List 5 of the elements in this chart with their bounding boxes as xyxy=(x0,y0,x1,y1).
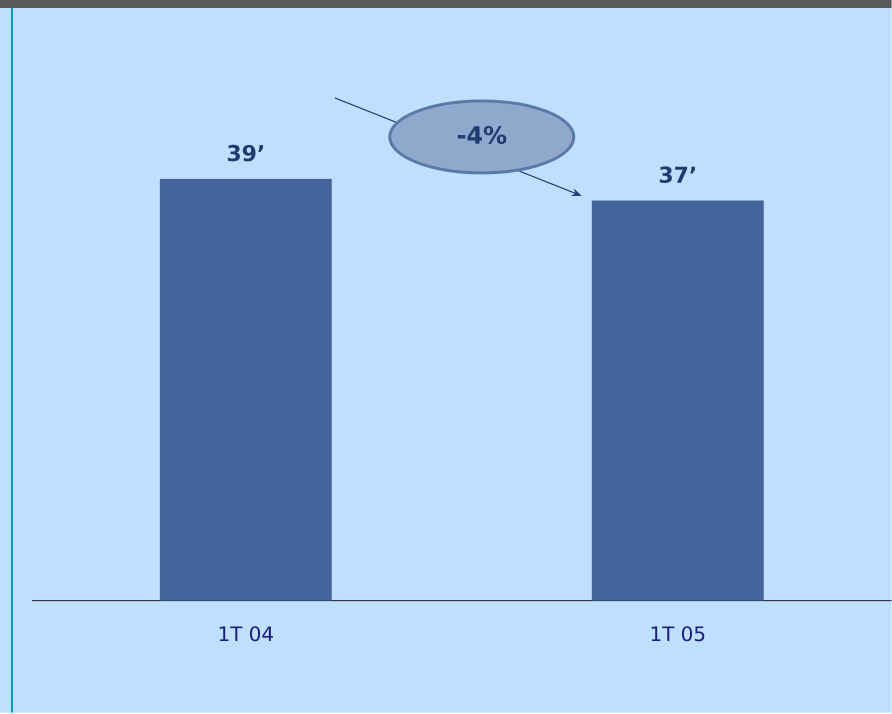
data-label: 39’ xyxy=(228,144,263,162)
data-label: 37’ xyxy=(660,166,695,184)
x-tick-label: 1T 04 xyxy=(220,626,273,642)
text: -4% xyxy=(458,126,506,144)
x-tick-label: 1T 05 xyxy=(652,626,704,642)
